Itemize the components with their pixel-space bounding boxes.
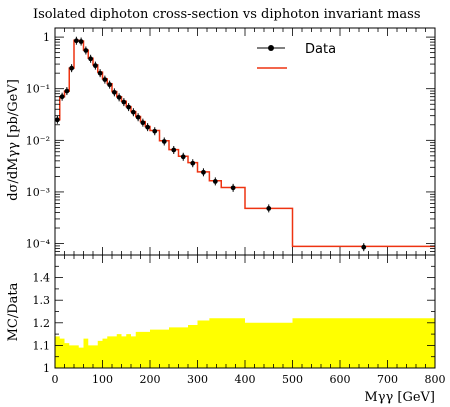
- chart-title: Isolated diphoton cross-section vs dipho…: [33, 7, 421, 22]
- data-point: [145, 124, 151, 130]
- data-point: [266, 205, 272, 211]
- data-point: [59, 94, 65, 100]
- x-tick-label: 400: [235, 373, 256, 386]
- ratio-tick-label: 1.1: [33, 339, 51, 352]
- data-point: [212, 178, 218, 184]
- y-tick-label: 10⁻¹: [26, 83, 50, 96]
- data-point: [102, 77, 108, 83]
- data-point: [69, 65, 75, 71]
- y-tick-label: 1: [43, 31, 50, 44]
- data-point: [152, 128, 158, 134]
- y-tick-label: 10⁻⁴: [26, 238, 51, 251]
- data-point: [92, 63, 98, 69]
- data-point: [230, 185, 236, 191]
- x-tick-label: 100: [92, 373, 113, 386]
- legend-data-label: Data: [305, 42, 336, 57]
- data-point: [180, 154, 186, 160]
- ratio-tick-label: 1.2: [33, 317, 51, 330]
- ratio-axis-label: MC/Data: [6, 282, 21, 341]
- x-tick-label: 800: [425, 373, 446, 386]
- mc-histogram: [55, 39, 435, 248]
- y-axis-label: dσ/dMγγ [pb/GeV]: [6, 79, 21, 201]
- y-tick-label: 10⁻²: [26, 134, 50, 147]
- data-point: [130, 109, 136, 115]
- data-point: [64, 88, 70, 94]
- ratio-band: [55, 318, 435, 368]
- data-point: [135, 114, 141, 120]
- y-tick-label: 10⁻³: [26, 186, 50, 199]
- ratio-tick-label: 1.3: [33, 294, 51, 307]
- data-point: [121, 99, 127, 105]
- data-point: [78, 39, 84, 44]
- legend-data-marker: [268, 45, 274, 51]
- data-point: [107, 82, 113, 88]
- data-point: [54, 117, 60, 123]
- data-point: [97, 70, 103, 76]
- ratio-tick-label: 1: [43, 362, 50, 375]
- x-tick-label: 200: [140, 373, 161, 386]
- x-tick-label: 500: [282, 373, 303, 386]
- data-point: [190, 160, 196, 166]
- data-point: [140, 120, 146, 126]
- main-frame: [54, 27, 436, 256]
- data-point: [116, 94, 122, 100]
- ratio-panel: 0 100 200 300 400 500 600 700 800 1 1.1 1.2 1.3 1.4: [33, 254, 446, 386]
- data-point: [111, 89, 117, 95]
- x-tick-label: 300: [187, 373, 208, 386]
- data-point: [83, 48, 89, 53]
- x-tick-label: 600: [330, 373, 351, 386]
- data-point: [126, 104, 132, 110]
- data-point: [161, 139, 167, 144]
- x-axis-label: Mγγ [GeV]: [364, 390, 435, 405]
- x-tick-label: 0: [52, 373, 59, 386]
- ratio-tick-label: 1.4: [33, 272, 51, 285]
- data-point: [88, 56, 94, 62]
- x-tick-label: 700: [377, 373, 398, 386]
- legend: Data: [257, 42, 336, 69]
- data-point: [73, 38, 79, 44]
- data-point: [171, 147, 177, 153]
- main-panel: 1 10⁻¹ 10⁻² 10⁻³ 10⁻⁴: [26, 27, 436, 263]
- data-point: [201, 169, 206, 175]
- data-point: [361, 244, 367, 250]
